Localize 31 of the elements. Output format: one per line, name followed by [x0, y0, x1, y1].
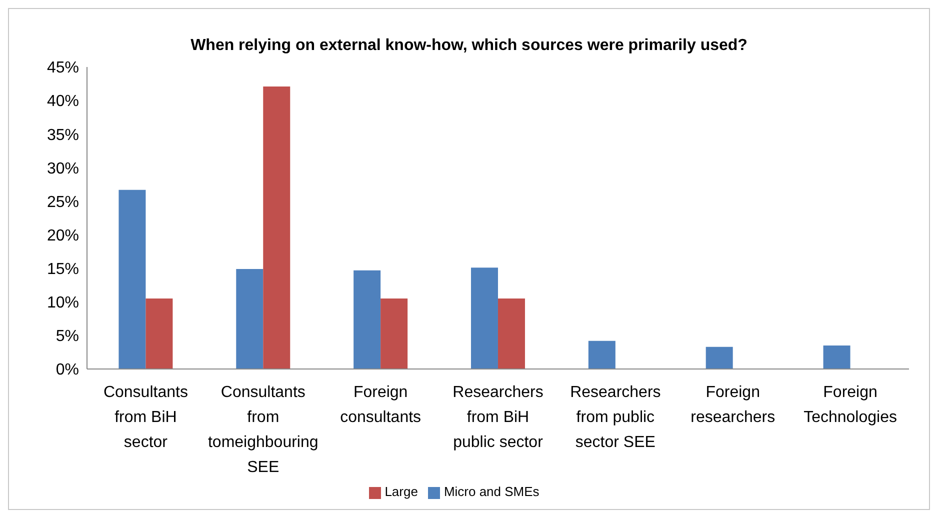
y-tick-label: 15%: [46, 261, 79, 278]
bar: [823, 346, 850, 369]
bar: [263, 86, 290, 369]
x-tick-label: Consultants from BiH sector: [103, 384, 188, 451]
x-tick-label: Researchers from BiH public sector: [452, 384, 544, 451]
x-tick-label: Consultants from tomeighbouring SEE: [208, 384, 318, 476]
legend-label: Micro and SMEs: [444, 484, 540, 499]
legend-label: Large: [384, 484, 418, 499]
y-tick-label: 45%: [46, 60, 79, 77]
bar: [146, 298, 173, 369]
bar: [706, 346, 733, 369]
y-tick-label: 35%: [46, 126, 79, 144]
bar: [354, 270, 381, 369]
bar: [380, 298, 408, 369]
chart-title: When relying on external know-how, which sources were primarily used?: [190, 37, 748, 56]
y-tick-label: 10%: [46, 294, 79, 312]
bar: [498, 298, 525, 369]
bar: [236, 269, 264, 369]
y-tick-label: 40%: [46, 93, 79, 110]
bar: [588, 340, 616, 369]
y-tick-label: 0%: [56, 362, 79, 379]
bar: [470, 268, 498, 369]
y-tick-label: 20%: [46, 227, 79, 244]
x-tick-label: Researchers from public sector SEE: [570, 384, 661, 451]
bar: [118, 190, 146, 369]
y-tick-label: 5%: [56, 328, 79, 346]
x-tick-label: Foreign Technologies: [804, 384, 897, 426]
x-tick-label: Foreign consultants: [340, 384, 422, 426]
x-tick-label: Foreign researchers: [690, 384, 776, 426]
y-tick-label: 30%: [46, 160, 79, 178]
y-tick-label: 25%: [46, 194, 79, 211]
